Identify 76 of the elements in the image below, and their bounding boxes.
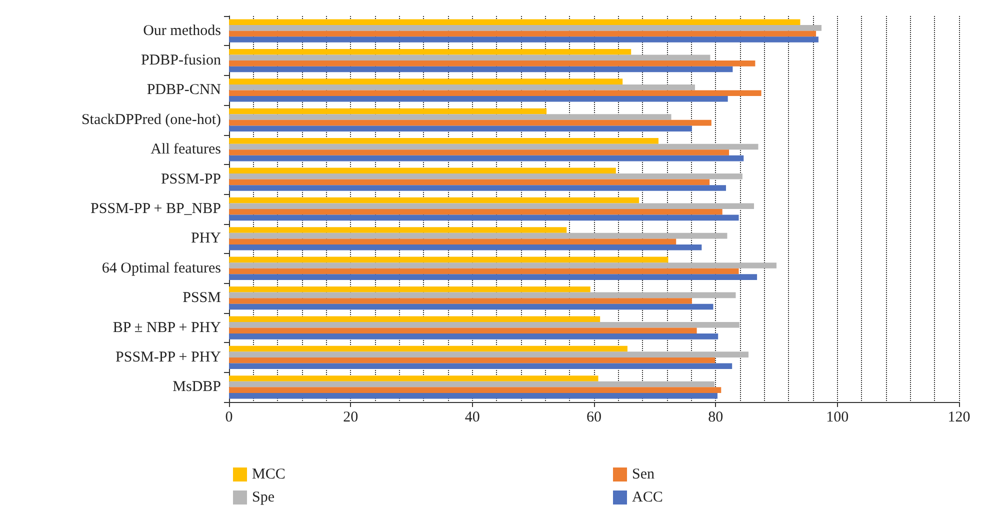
bar	[229, 144, 758, 150]
legend-label: Sen	[632, 466, 655, 482]
legend-label: ACC	[632, 490, 663, 506]
y-tick-label: Our methods	[143, 22, 222, 39]
bar	[229, 150, 730, 156]
bar	[229, 286, 590, 292]
bar	[229, 292, 736, 298]
bar	[229, 168, 616, 174]
x-tick-label: 120	[948, 410, 970, 426]
bar	[229, 274, 758, 280]
bar	[229, 179, 710, 186]
bar	[229, 328, 697, 334]
bar	[229, 304, 714, 310]
y-tick-label: PSSM-PP + PHY	[116, 349, 222, 366]
bar	[229, 232, 728, 239]
bar	[229, 352, 749, 358]
bar	[229, 185, 726, 191]
bar	[229, 96, 728, 102]
bar	[229, 138, 658, 144]
y-tick-label: StackDPPred (one-hot)	[81, 112, 221, 128]
bar	[229, 334, 718, 340]
bar	[229, 25, 822, 31]
bar	[229, 155, 744, 162]
bar	[229, 357, 716, 364]
bar	[229, 381, 714, 388]
bar	[229, 262, 776, 268]
bar	[229, 108, 547, 114]
bar	[229, 363, 732, 370]
x-tick-label: 0	[225, 410, 233, 426]
bar	[229, 322, 740, 328]
bar	[229, 120, 712, 126]
y-tick-label: PSSM-PP	[160, 171, 221, 188]
y-tick-label: PDBP-CNN	[146, 82, 222, 98]
x-tick-label: 20	[343, 410, 358, 426]
bar	[229, 19, 800, 26]
legend-label: Spe	[252, 490, 275, 506]
bar	[229, 392, 718, 399]
bar	[229, 227, 567, 233]
x-tick-label: 40	[464, 410, 480, 426]
y-tick-label: PSSM-PP + BP_NBP	[90, 201, 221, 217]
legend-label: MCC	[252, 466, 286, 482]
bar	[229, 54, 710, 61]
bar	[229, 268, 739, 274]
bar	[229, 387, 722, 393]
bar	[229, 48, 632, 55]
bar	[229, 203, 754, 209]
y-tick-label: PHY	[190, 230, 222, 247]
bar	[229, 316, 600, 322]
y-tick-label: BP ± NBP + PHY	[112, 320, 222, 336]
bar	[229, 36, 818, 42]
x-tick-label: 60	[586, 410, 602, 426]
bar	[229, 114, 672, 120]
bar	[229, 174, 742, 180]
y-tick-label: MsDBP	[172, 379, 221, 396]
bar	[229, 244, 702, 250]
x-tick-label: 80	[708, 410, 724, 426]
bar	[229, 84, 695, 90]
bar	[229, 376, 598, 382]
bar	[229, 346, 628, 352]
bar	[229, 66, 733, 72]
bar	[229, 256, 668, 263]
bar	[229, 126, 692, 132]
bar	[229, 90, 762, 96]
bar	[229, 238, 676, 244]
y-tick-label: PSSM	[182, 290, 221, 306]
bar	[229, 30, 816, 37]
bar	[229, 209, 722, 215]
y-tick-label: 64 Optimal features	[102, 260, 222, 276]
bar	[229, 60, 756, 66]
y-tick-label: PDBP-fusion	[140, 52, 222, 69]
bar	[229, 197, 640, 204]
x-tick-label: 100	[826, 410, 849, 426]
y-tick-label: All features	[150, 142, 222, 158]
bar	[229, 214, 739, 221]
bar	[229, 298, 692, 304]
bar	[229, 78, 623, 84]
